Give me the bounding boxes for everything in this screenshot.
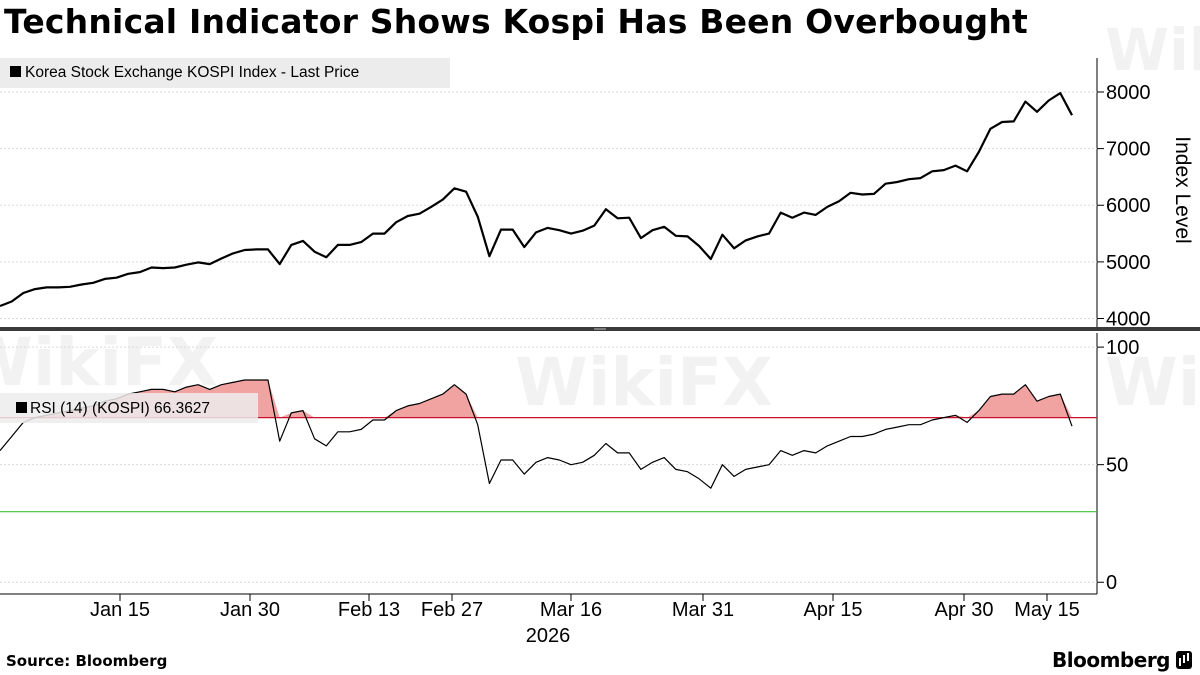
price-legend: Korea Stock Exchange KOSPI Index - Last … bbox=[0, 58, 450, 88]
price-y-tick-label: 4000 bbox=[1106, 309, 1151, 331]
rsi-y-tick-label: 50 bbox=[1106, 455, 1128, 477]
rsi-y-ticks: 0 50 100 bbox=[1097, 337, 1139, 594]
brand-name: Bloomberg bbox=[1052, 648, 1170, 672]
x-tick-label: Jan 30 bbox=[220, 599, 280, 621]
kospi-price-line bbox=[0, 92, 1073, 308]
rsi-y-tick-label: 100 bbox=[1106, 337, 1139, 359]
x-tick-label: Feb 27 bbox=[421, 599, 483, 621]
bloomberg-chart-icon bbox=[1176, 651, 1192, 669]
rsi-legend-bg bbox=[0, 393, 258, 423]
watermark-layer: WikiFX WikiFX WikiFX WikiFX bbox=[0, 16, 1200, 421]
rsi-legend: RSI (14) (KOSPI) 66.3627 bbox=[0, 393, 258, 423]
watermark-right: WikiFX bbox=[1105, 344, 1200, 421]
brand-mark: Bloomberg bbox=[1052, 648, 1192, 672]
x-tick-label: Apr 30 bbox=[935, 599, 994, 621]
rsi-legend-label: RSI (14) (KOSPI) 66.3627 bbox=[30, 400, 210, 417]
x-tick-label: Apr 15 bbox=[804, 599, 863, 621]
price-y-tick-label: 6000 bbox=[1106, 195, 1151, 217]
rsi-line bbox=[0, 379, 1073, 489]
price-legend-bg bbox=[0, 58, 450, 88]
x-tick-label: Mar 16 bbox=[540, 599, 602, 621]
price-y-tick-label: 8000 bbox=[1106, 82, 1151, 104]
panel-divider bbox=[0, 327, 1200, 331]
rsi-overbought-fill bbox=[0, 380, 1072, 418]
price-legend-label: Korea Stock Exchange KOSPI Index - Last … bbox=[25, 64, 359, 81]
x-tick-label: Feb 13 bbox=[338, 599, 400, 621]
price-y-tick-label: 5000 bbox=[1106, 252, 1151, 274]
price-panel: 4000 5000 6000 7000 8000 Korea Stock Exchang… bbox=[0, 58, 1194, 331]
x-tick-label: Jan 15 bbox=[90, 599, 150, 621]
x-tick-label: Mar 31 bbox=[672, 599, 734, 621]
source-note: Source: Bloomberg bbox=[6, 652, 168, 670]
x-tick-label: May 15 bbox=[1014, 599, 1080, 621]
rsi-gridlines bbox=[0, 346, 1097, 583]
x-axis-year-label: 2026 bbox=[526, 625, 571, 647]
chart-title: Technical Indicator Shows Kospi Has Been… bbox=[4, 2, 1029, 41]
watermark-center: WikiFX bbox=[515, 344, 773, 421]
rsi-y-tick-label: 0 bbox=[1106, 572, 1117, 594]
watermark-top-right: WikiFX bbox=[1105, 16, 1200, 84]
watermark-left: WikiFX bbox=[0, 324, 218, 401]
price-gridlines bbox=[0, 91, 1097, 320]
rsi-legend-swatch bbox=[16, 402, 27, 413]
price-y-tick-label: 7000 bbox=[1106, 139, 1151, 161]
x-axis-ticks: Jan 15 Jan 30 Feb 13 Feb 27 Mar 16 Mar 31 Apr … bbox=[90, 594, 1080, 621]
price-y-ticks: 4000 5000 6000 7000 8000 bbox=[1097, 82, 1151, 331]
price-y-axis-title: Index Level bbox=[1171, 136, 1194, 243]
price-legend-swatch bbox=[10, 66, 21, 77]
